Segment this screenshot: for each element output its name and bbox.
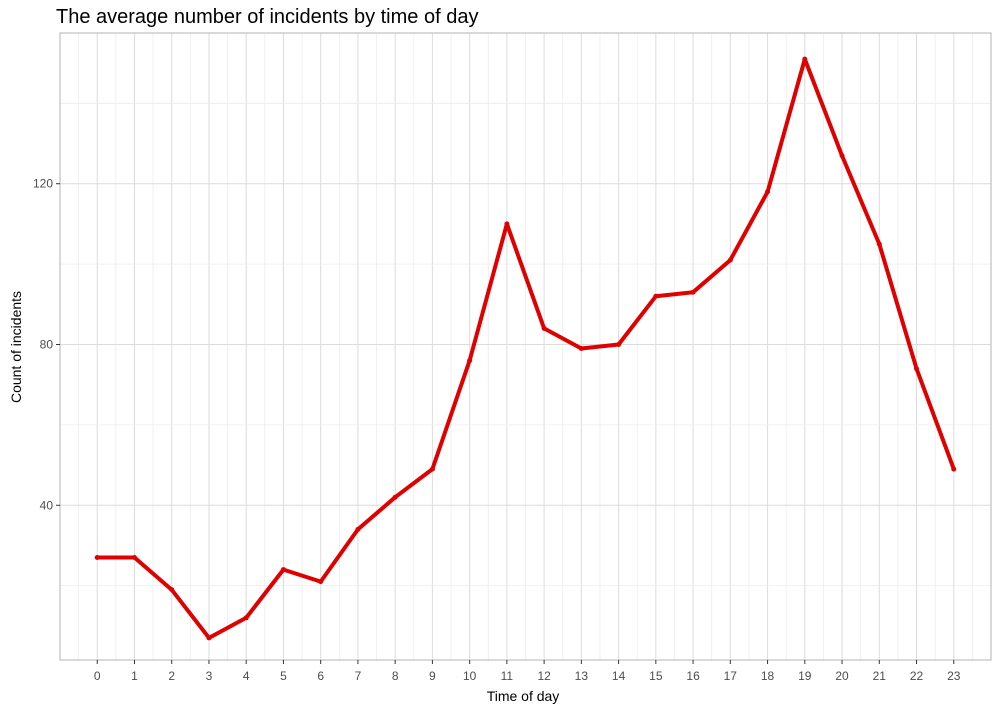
data-point [504, 221, 510, 227]
y-axis-ticks: 40 80 120 [33, 177, 60, 512]
x-tick-label: 15 [649, 669, 663, 683]
data-point [355, 526, 361, 532]
x-tick-label: 21 [873, 669, 887, 683]
data-point [616, 341, 622, 347]
x-tick-label: 1 [131, 669, 138, 683]
y-axis-title: Count of incidents [8, 291, 24, 403]
x-tick-label: 16 [686, 669, 700, 683]
data-point [541, 325, 547, 331]
x-tick-label: 14 [612, 669, 626, 683]
x-tick-label: 22 [910, 669, 924, 683]
y-tick-label: 40 [40, 498, 54, 512]
x-tick-label: 11 [501, 669, 514, 683]
data-point [243, 615, 249, 621]
data-point [727, 257, 733, 263]
x-tick-label: 13 [575, 669, 589, 683]
chart-title: The average number of incidents by time … [56, 6, 478, 28]
data-point [429, 466, 435, 472]
x-tick-label: 5 [280, 669, 287, 683]
data-point [467, 358, 473, 364]
data-point [280, 567, 286, 573]
plot-border [59, 32, 992, 661]
data-point [951, 466, 957, 472]
data-point [876, 241, 882, 247]
data-point [318, 579, 324, 585]
data-point [169, 587, 175, 593]
y-tick-label: 80 [40, 337, 54, 351]
x-tick-label: 7 [355, 669, 362, 683]
x-tick-label: 8 [392, 669, 399, 683]
x-tick-label: 6 [317, 669, 324, 683]
data-point [578, 346, 584, 352]
x-tick-label: 23 [947, 669, 961, 683]
x-tick-label: 2 [168, 669, 175, 683]
series-line [95, 57, 956, 640]
data-point [131, 555, 137, 561]
data-point [914, 366, 920, 372]
data-point [392, 494, 398, 500]
y-tick-label: 120 [33, 177, 53, 191]
data-point [653, 293, 659, 299]
x-tick-label: 17 [724, 669, 738, 683]
series-layer [94, 56, 957, 641]
data-point [690, 289, 696, 295]
x-tick-label: 12 [537, 669, 551, 683]
x-axis-ticks: 0 1 2 3 4 5 6 7 8 9 10 11 12 13 14 15 16 17 18 19 20 21 22 23 [94, 660, 961, 683]
x-tick-label: 20 [835, 669, 849, 683]
data-point [802, 56, 808, 62]
data-point [206, 635, 212, 641]
data-point [765, 189, 771, 195]
x-tick-label: 3 [206, 669, 213, 683]
data-point [94, 555, 100, 561]
x-tick-label: 19 [798, 669, 812, 683]
data-point [839, 153, 845, 159]
x-tick-label: 9 [429, 669, 436, 683]
grid-lines [60, 33, 991, 660]
x-tick-label: 0 [94, 669, 101, 683]
x-axis-title: Time of day [487, 688, 560, 704]
x-tick-label: 10 [463, 669, 477, 683]
x-tick-label: 18 [761, 669, 775, 683]
x-tick-label: 4 [243, 669, 250, 683]
